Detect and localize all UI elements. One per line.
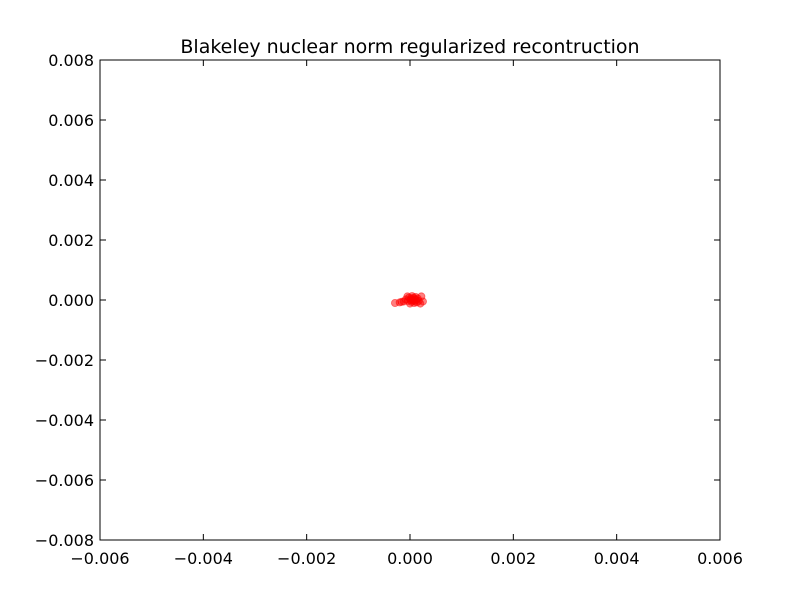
x-tick-label: 0.002 — [490, 549, 536, 568]
x-tick-label: 0.004 — [594, 549, 640, 568]
y-tick-label: 0.002 — [48, 231, 94, 250]
chart-title: Blakeley nuclear norm regularized recont… — [180, 36, 639, 58]
points-layer — [391, 292, 427, 308]
x-tick-label: 0.006 — [697, 549, 743, 568]
y-tick-label: 0.008 — [48, 51, 94, 70]
x-tick-label: −0.006 — [70, 549, 129, 568]
data-point — [418, 297, 427, 306]
y-tick-label: −0.006 — [35, 471, 94, 490]
y-tick-label: 0.004 — [48, 171, 94, 190]
x-tick-label: 0.000 — [387, 549, 433, 568]
y-axis: 0.008 0.006 0.004 0.002 0.000 −0.002 −0.004 −0.… — [35, 51, 720, 550]
x-axis: −0.006 −0.004 −0.002 0.000 0.002 0.004 0.006 — [70, 60, 743, 568]
y-tick-label: −0.004 — [35, 411, 94, 430]
y-tick-label: 0.000 — [48, 291, 94, 310]
y-tick-label: 0.006 — [48, 111, 94, 130]
y-tick-label: −0.008 — [35, 531, 94, 550]
y-tick-label: −0.002 — [35, 351, 94, 370]
x-tick-label: −0.004 — [174, 549, 233, 568]
x-tick-label: −0.002 — [277, 549, 336, 568]
